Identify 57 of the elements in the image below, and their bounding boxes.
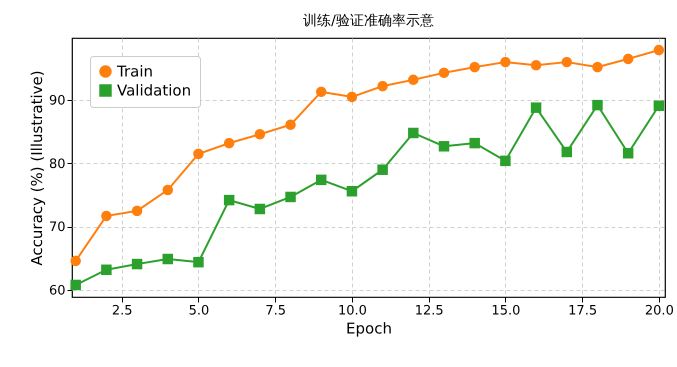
- y-tick-label: 60: [48, 284, 66, 299]
- point: [132, 258, 142, 270]
- point: [530, 102, 542, 113]
- point: [377, 80, 388, 92]
- point: [622, 54, 634, 64]
- point: [530, 60, 542, 70]
- point: [254, 204, 266, 214]
- x-tick-label: 17.5: [568, 304, 598, 318]
- point: [622, 148, 634, 158]
- x-tick-label: 10.0: [338, 304, 367, 318]
- point: [654, 100, 664, 111]
- x-tick-label: 12.5: [414, 304, 444, 318]
- point: [224, 194, 234, 206]
- point: [224, 138, 234, 148]
- point: [562, 56, 572, 68]
- x-tick-label: 5.0: [188, 304, 210, 318]
- point: [500, 156, 511, 166]
- point: [408, 128, 419, 138]
- point: [70, 280, 81, 290]
- point: [377, 164, 388, 175]
- point: [469, 138, 480, 148]
- chart-title: 训练/验证准确率示意: [303, 13, 434, 29]
- point: [193, 148, 204, 160]
- x-tick-label: 2.5: [112, 304, 133, 318]
- point: [469, 62, 480, 72]
- point: [438, 68, 450, 78]
- point: [316, 86, 326, 98]
- point: [346, 186, 358, 196]
- point: [346, 92, 358, 102]
- y-axis-title: Accuracy (%) (Illustrative): [28, 70, 46, 266]
- x-axis-title: Epoch: [346, 320, 392, 338]
- point: [193, 256, 204, 268]
- point: [70, 256, 81, 266]
- point: [101, 264, 112, 276]
- point: [285, 120, 296, 130]
- point: [132, 206, 142, 216]
- point: [162, 184, 174, 196]
- point: [316, 174, 326, 186]
- x-tick-label: 15.0: [491, 304, 520, 318]
- point: [654, 44, 664, 56]
- point: [500, 56, 511, 68]
- y-tick-label: 90: [48, 94, 66, 109]
- point: [438, 141, 450, 152]
- point: [254, 129, 266, 140]
- point: [162, 254, 174, 264]
- point: [592, 100, 603, 110]
- point: [562, 146, 572, 158]
- y-tick-label: 80: [48, 156, 66, 172]
- x-tick-label: 20.0: [644, 304, 674, 318]
- y-tick-label: 70: [48, 220, 66, 236]
- x-tick-label: 7.5: [265, 304, 286, 318]
- point: [408, 74, 419, 86]
- point: [101, 210, 112, 222]
- point: [592, 62, 603, 72]
- point: [285, 192, 296, 202]
- legend-label: Train: [116, 62, 153, 80]
- legend-label: Validation: [117, 82, 192, 100]
